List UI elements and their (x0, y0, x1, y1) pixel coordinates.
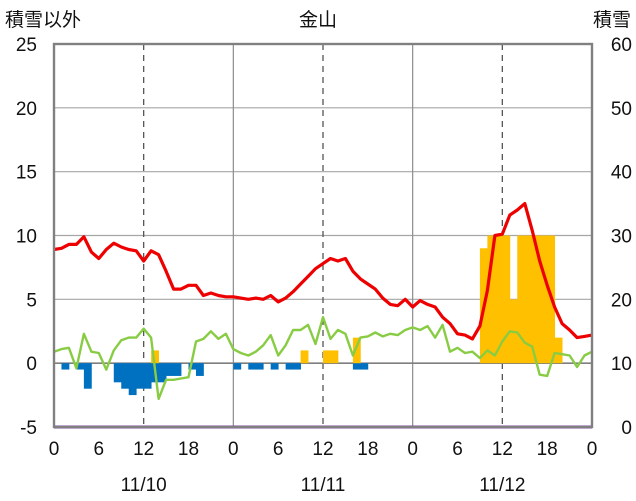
data-bar (300, 350, 309, 364)
data-bar (285, 363, 294, 370)
data-bar (143, 363, 152, 389)
x-tick-label: 18 (357, 439, 378, 460)
right-tick-label: 0 (621, 418, 632, 439)
data-bar (248, 363, 257, 370)
date-label: 11/12 (479, 475, 525, 496)
data-bar (524, 235, 533, 364)
series-line (53, 202, 593, 341)
data-bar (61, 363, 70, 370)
data-bar (113, 363, 122, 383)
x-tick-label: 12 (133, 439, 154, 460)
x-tick-label: 12 (492, 439, 513, 460)
right-tick-label: 10 (611, 354, 632, 375)
left-tick-label: 5 (26, 290, 37, 311)
bars (61, 235, 563, 396)
data-bar (494, 235, 503, 364)
data-bar (352, 337, 361, 364)
left-tick-label: 10 (16, 227, 37, 248)
data-bar (166, 363, 174, 376)
data-bar (502, 235, 511, 364)
date-label: 11/11 (301, 475, 346, 496)
x-tick-label: 18 (178, 439, 199, 460)
data-bar (330, 350, 339, 364)
data-bar (293, 363, 301, 370)
data-bar (233, 363, 242, 370)
right-tick-label: 20 (611, 290, 632, 311)
x-tick-label: 6 (273, 439, 284, 460)
data-bar (136, 363, 145, 389)
data-bar (517, 235, 526, 364)
right-tick-label: 30 (611, 227, 632, 248)
data-bar (539, 235, 548, 364)
left-axis-label: 積雪以外 (5, 9, 81, 31)
data-bar (323, 350, 331, 364)
right-tick-label: 60 (611, 35, 632, 56)
right-tick-label: 50 (611, 99, 632, 120)
plot-frame (52, 42, 594, 429)
right-axis-label: 積雪 (593, 9, 631, 31)
left-tick-label: 15 (16, 163, 37, 184)
data-bar (487, 235, 496, 364)
x-tick-label: 0 (407, 439, 418, 460)
x-tick-label: 6 (94, 439, 105, 460)
x-tick-label: 0 (587, 439, 598, 460)
data-bar (360, 363, 369, 370)
data-bar (255, 363, 264, 370)
data-bar (352, 363, 361, 370)
plot-border (52, 42, 594, 429)
x-tick-label: 12 (312, 439, 333, 460)
chart-title: 金山 (299, 9, 337, 31)
data-bar (270, 363, 279, 370)
data-bar (121, 363, 130, 389)
x-tick-label: 18 (537, 439, 558, 460)
left-tick-label: 20 (16, 99, 37, 120)
data-bar (532, 235, 541, 364)
x-tick-label: 6 (452, 439, 463, 460)
right-tick-label: 40 (611, 163, 632, 184)
series-line (53, 316, 593, 401)
data-bar (188, 363, 197, 370)
data-bar (151, 350, 160, 364)
left-tick-label: 0 (26, 354, 37, 375)
left-tick-label: 25 (16, 35, 37, 56)
data-bar (195, 363, 204, 376)
data-bar (128, 363, 137, 396)
x-tick-label: 0 (228, 439, 239, 460)
data-bar (173, 363, 182, 376)
data-bar (76, 363, 85, 370)
left-tick-label: -5 (20, 418, 37, 439)
data-bar (554, 337, 563, 364)
date-label: 11/10 (121, 475, 167, 496)
data-bar (158, 363, 167, 383)
x-tick-label: 0 (49, 439, 60, 460)
data-bar (83, 363, 92, 389)
